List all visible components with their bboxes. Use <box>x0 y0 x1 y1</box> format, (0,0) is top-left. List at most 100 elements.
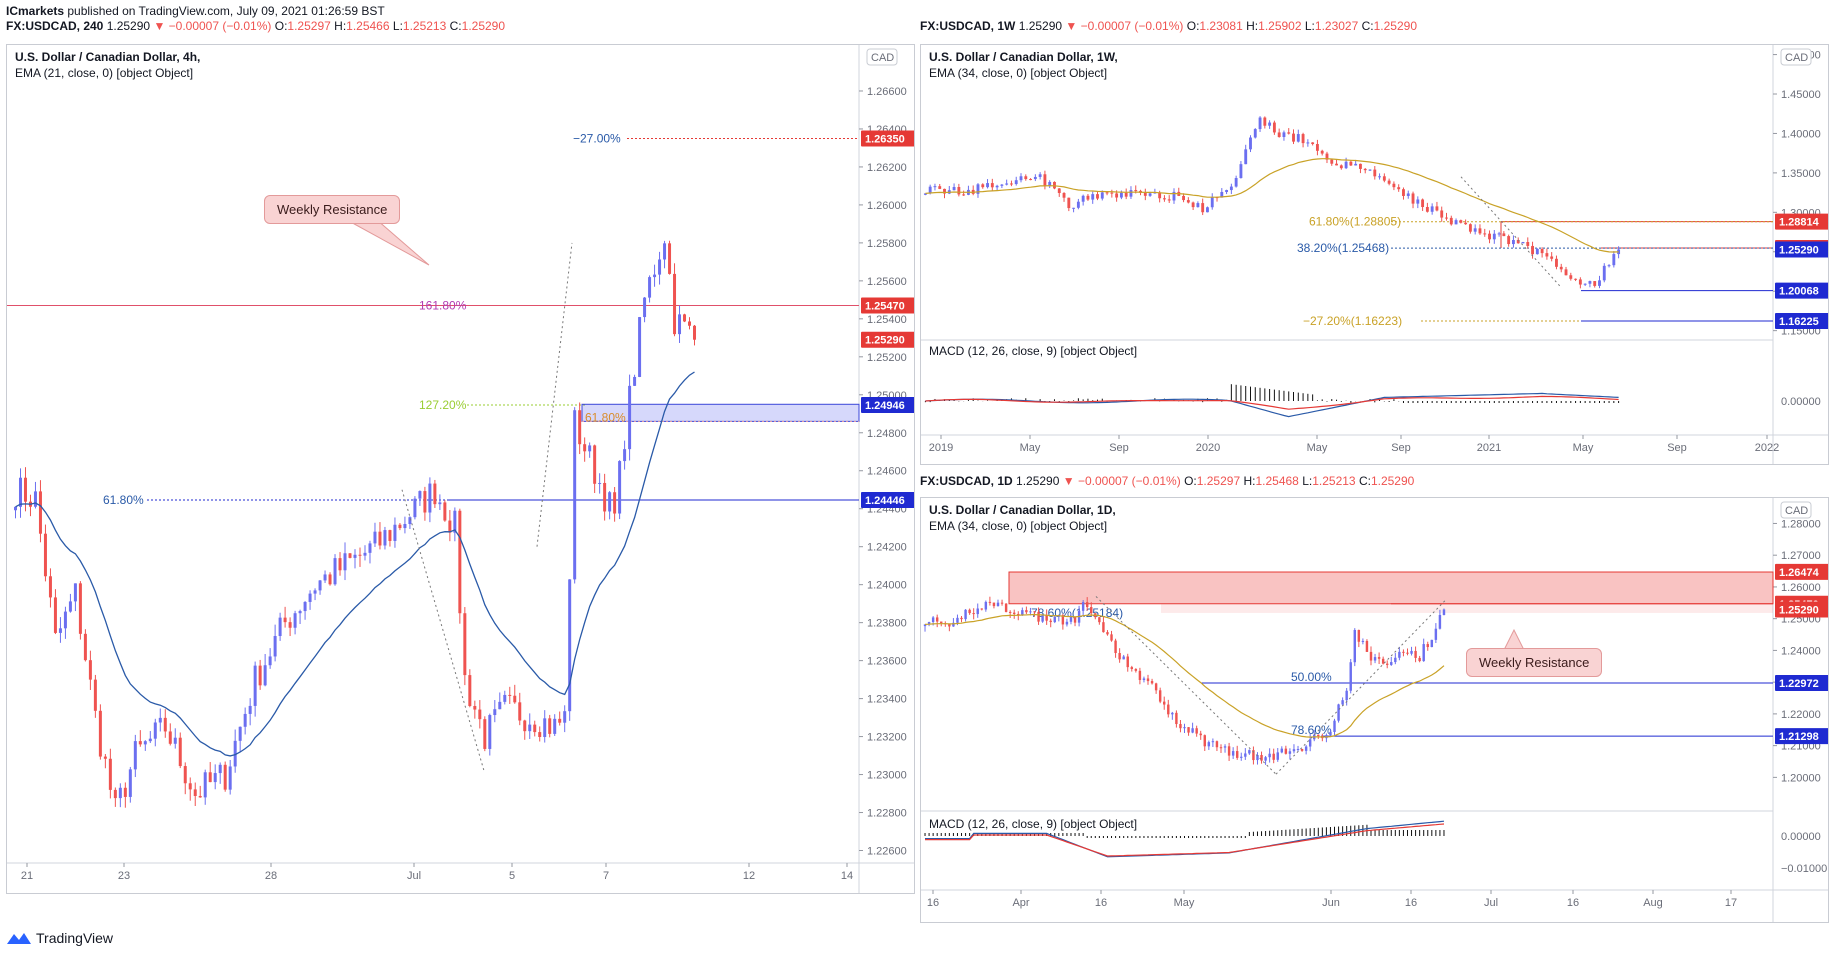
candle-body <box>1096 194 1099 199</box>
w1-macd-label: MACD (12, 26, close, 9) [object Object] <box>929 344 1137 358</box>
candle-body <box>533 724 537 733</box>
candle-body <box>1041 614 1044 622</box>
candle-body <box>618 461 622 514</box>
candle-body <box>658 259 662 275</box>
candle-body <box>1106 632 1109 635</box>
d1-chart-panel[interactable]: 1.280001.270001.260001.250001.240001.230… <box>920 497 1829 923</box>
w1-price-tag-0-bg <box>1775 213 1828 230</box>
candle-body <box>1497 233 1501 235</box>
w1-l: 1.23027 <box>1314 19 1359 33</box>
candle-body <box>248 705 252 714</box>
candle-body <box>1612 254 1616 266</box>
candle-body <box>1410 650 1413 654</box>
candle-body <box>1210 197 1214 208</box>
candle-body <box>952 622 955 627</box>
candle-body <box>1175 712 1178 725</box>
publish-text: published on TradingView.com, July 09, 2… <box>64 4 385 18</box>
candle-body <box>1148 193 1152 196</box>
candle-body <box>1335 163 1338 166</box>
d1-title: U.S. Dollar / Canadian Dollar, 1D, <box>929 503 1116 517</box>
candle-body <box>1227 746 1231 756</box>
candle-body <box>613 492 617 514</box>
h4-l-label: L: <box>392 19 403 33</box>
candle-body <box>1024 176 1028 180</box>
candle-body <box>1223 746 1227 748</box>
h4-chart-panel[interactable]: 1.26600 1.26400 1.26200 1.26000 1.25800 1.256… <box>6 44 915 894</box>
candle-body <box>1284 748 1288 754</box>
candle-body <box>673 273 677 335</box>
candle-body <box>198 795 202 798</box>
candle-body <box>1053 181 1056 189</box>
candle-body <box>981 184 985 188</box>
h4-symbol: FX:USDCAD, 240 <box>6 19 104 33</box>
candle-body <box>113 789 117 799</box>
candle-body <box>1010 183 1013 185</box>
x-tick-label: 2019 <box>929 442 953 454</box>
candle-body <box>1276 752 1279 760</box>
candle-body <box>1013 612 1016 614</box>
candle-body <box>1337 704 1340 721</box>
x-axis-ticks: 2019 May Sep 2020 May Sep 2021 May Sep 2022 <box>929 435 1779 454</box>
candle-body <box>1425 207 1429 212</box>
candle-body <box>1249 137 1252 150</box>
candle-body <box>1244 753 1247 757</box>
candle-body <box>1118 653 1121 660</box>
candle-body <box>18 477 22 507</box>
candle-body <box>298 611 302 614</box>
candle-body <box>1220 191 1224 198</box>
candle-body <box>1191 728 1194 733</box>
publisher-name: ICmarkets <box>6 4 65 18</box>
d1-resistance-zone <box>1008 571 1774 605</box>
candle-body <box>1365 640 1369 652</box>
candle-body <box>1492 233 1496 240</box>
candle-body <box>358 554 362 556</box>
h4-price-tag-1-bg <box>861 297 914 314</box>
candle-body <box>1268 753 1271 758</box>
candle-body <box>1183 727 1186 729</box>
candle-body <box>88 660 92 680</box>
candle-body <box>1511 240 1515 245</box>
w1-chart-panel[interactable]: 1.500001.450001.400001.350001.300001.250… <box>920 44 1829 465</box>
d1-l-label: L: <box>1302 474 1313 488</box>
d1-price-tag-2-bg <box>1775 601 1828 618</box>
candle-body <box>1268 122 1272 126</box>
candle-body <box>1341 700 1344 705</box>
h4-title: U.S. Dollar / Canadian Dollar, 4h, <box>15 50 200 64</box>
candle-body <box>1607 265 1611 267</box>
candle-body <box>1179 724 1182 729</box>
candle-body <box>1521 242 1525 244</box>
x-tick-label: 2021 <box>1477 442 1501 454</box>
candle-body <box>1277 132 1281 138</box>
candle-body <box>1430 639 1434 648</box>
candle-body <box>1154 683 1158 691</box>
candle-body <box>1004 603 1008 612</box>
candle-body <box>1134 190 1138 192</box>
w1-ema-line <box>925 158 1619 253</box>
candle-body <box>378 531 382 546</box>
candle-body <box>1414 650 1417 658</box>
d1-callout-pointer <box>1503 628 1525 651</box>
candle-body <box>348 553 352 558</box>
candle-body <box>984 601 988 610</box>
w1-fib-trend <box>1460 176 1562 288</box>
d1-macd-tick-0: 0.00000 <box>1781 831 1821 843</box>
tradingview-footer[interactable]: TradingView <box>6 930 113 946</box>
candle-body <box>693 325 697 340</box>
candle-body <box>1287 132 1291 134</box>
candle-body <box>33 491 37 507</box>
candle-body <box>308 593 312 602</box>
w1-price-tag-3-bg <box>1775 282 1828 299</box>
candle-body <box>1394 657 1397 663</box>
y-tick-label: 1.35000 <box>1781 168 1821 180</box>
d1-o: 1.25297 <box>1196 474 1241 488</box>
w1-macd-line <box>925 392 1619 418</box>
candle-body <box>688 321 692 326</box>
candle-body <box>73 583 77 602</box>
x-tick-label: 16 <box>1405 897 1417 909</box>
candle-body <box>1617 249 1621 255</box>
candle-body <box>948 623 951 627</box>
candle-body <box>1215 741 1219 748</box>
candle-body <box>1048 181 1052 186</box>
d1-weekly-resistance-callout: Weekly Resistance <box>1466 648 1603 677</box>
candle-body <box>333 558 337 585</box>
